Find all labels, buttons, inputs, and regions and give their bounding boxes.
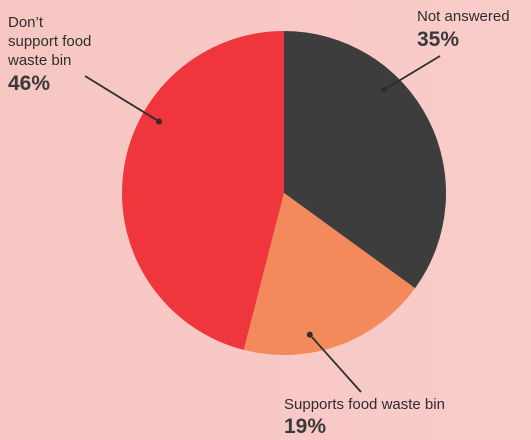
- label-not-answered-text: Not answered: [417, 8, 510, 25]
- label-not-answered-percent: 35%: [417, 28, 460, 51]
- label-supports-text: Supports food waste bin: [284, 396, 445, 413]
- leader-supports: [309, 334, 362, 393]
- label-dont-support-percent: 46%: [8, 72, 51, 95]
- label-dont-support-line-3: waste bin: [8, 52, 72, 69]
- label-dont-support: Don’t support food waste bin 46%: [8, 13, 138, 97]
- leader-lines: [84, 55, 441, 393]
- leader-dont-support-dot: [156, 118, 163, 125]
- label-supports: Supports food waste bin 19%: [284, 395, 524, 440]
- leader-not-answered: [383, 55, 441, 91]
- label-dont-support-line-1: Don’t: [8, 14, 44, 31]
- pie-slices: [122, 31, 447, 355]
- slice-dont-support: [122, 31, 284, 350]
- leader-dont-support: [84, 75, 160, 123]
- label-supports-percent: 19%: [284, 415, 327, 438]
- leader-supports-dot: [306, 331, 313, 338]
- leader-not-answered-dot: [381, 86, 388, 93]
- label-dont-support-line-2: support food: [8, 33, 92, 50]
- label-not-answered: Not answered 35%: [417, 7, 529, 53]
- slice-supports: [243, 193, 416, 355]
- slice-not-answered: [284, 31, 447, 289]
